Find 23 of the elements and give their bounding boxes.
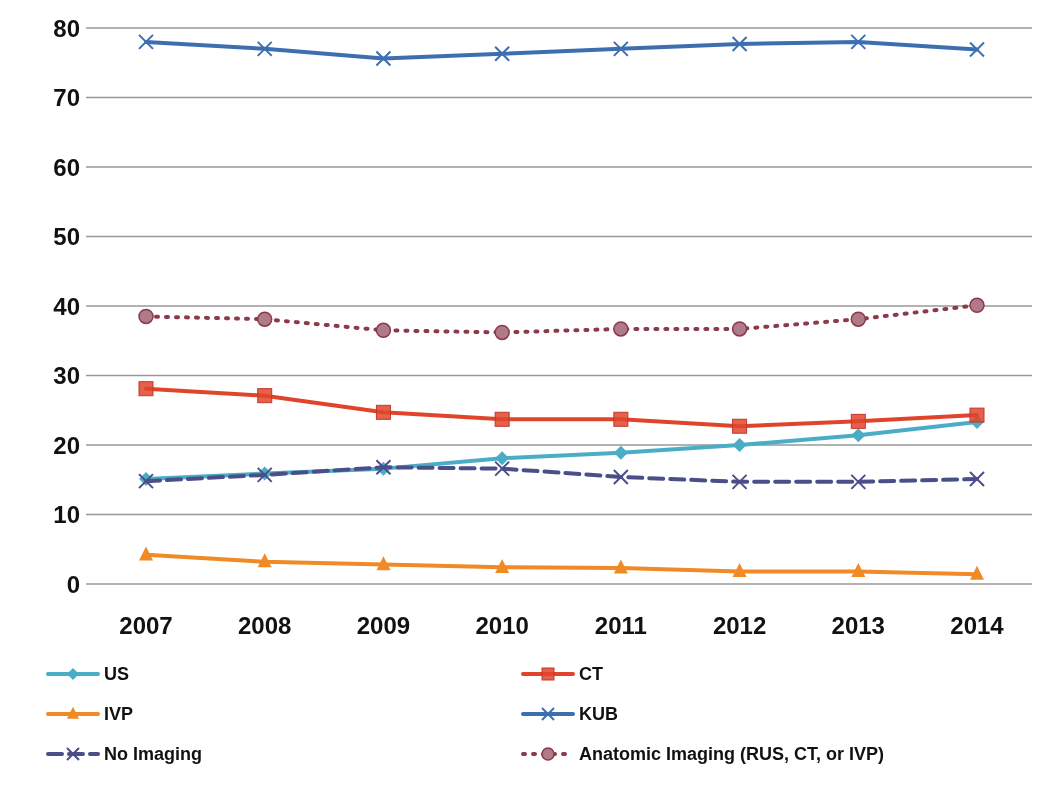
y-tick-label: 10 [53,501,80,528]
legend-label: IVP [104,704,134,724]
y-tick-label: 0 [66,570,80,598]
y-tick-label: 30 [53,362,80,389]
x-tick-label: 2012 [712,612,767,639]
x-tick-label: 2007 [119,612,173,639]
legend-label: KUB [579,704,618,724]
x-tick-label: 2014 [950,612,1005,639]
y-tick-label: 40 [53,292,80,320]
legend-label: No Imaging [104,744,202,764]
x-tick-label: 2011 [594,612,647,639]
legend-label: CT [579,664,603,684]
x-tick-label: 2009 [356,612,411,639]
y-tick-label: 70 [53,84,80,111]
x-tick-label: 2013 [831,612,885,639]
y-tick-label: 60 [53,153,80,181]
x-tick-label: 2010 [475,612,529,639]
legend-label: Anatomic Imaging (RUS, CT, or IVP) [579,744,885,764]
y-tick-label: 20 [53,431,80,459]
legend-label: US [104,664,130,684]
y-tick-label: 50 [53,223,80,250]
y-tick-label: 80 [53,14,80,42]
x-tick-label: 2008 [238,612,292,639]
